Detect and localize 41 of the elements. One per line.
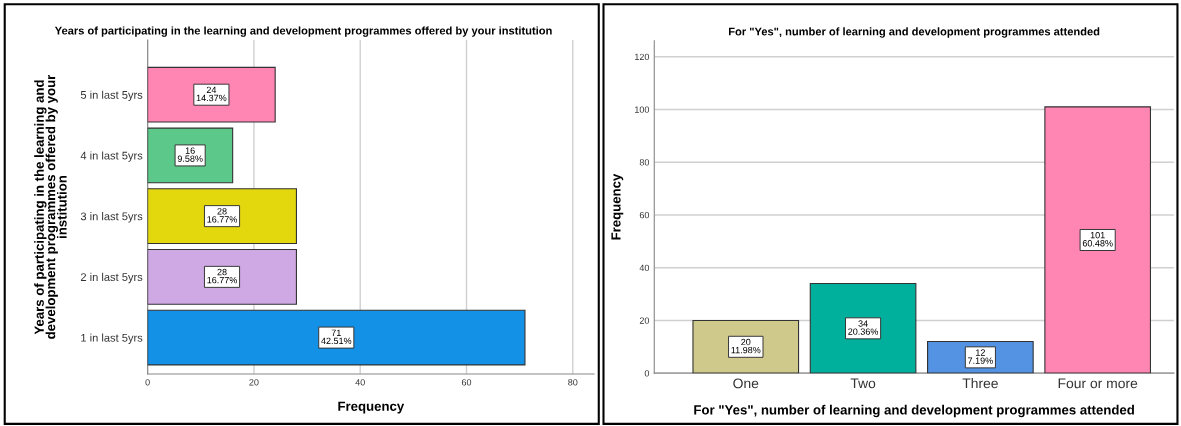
- x-tick-label: 40: [355, 379, 365, 386]
- y-axis-title: Years of participating in the learning and development programmes offered by your institution: [34, 74, 67, 339]
- bar: [147, 309, 526, 366]
- y-tick-label: 4 in last 5yrs: [80, 151, 143, 162]
- x-tick-label: 80: [568, 379, 578, 386]
- y-tick-label: 3 in last 5yrs: [80, 212, 143, 223]
- data-label: 20 11.98%: [731, 338, 761, 354]
- bar: [809, 282, 917, 374]
- y-tick-label: 20: [639, 317, 650, 324]
- y-tick-label: 100: [635, 106, 650, 113]
- bar: [1044, 106, 1152, 374]
- data-label: 71 42.51%: [321, 329, 352, 345]
- x-axis-title: Frequency: [338, 401, 405, 414]
- data-label: 24 14.37%: [196, 86, 227, 102]
- y-tick-label: 120: [635, 53, 650, 61]
- x-axis-title: For "Yes", number of learning and development programmes attended: [694, 404, 1134, 418]
- y-tick-label: 2 in last 5yrs: [80, 272, 143, 284]
- x-tick-label: One: [733, 378, 759, 389]
- data-label: 12 7.19%: [968, 349, 993, 364]
- x-tick-label: Four or more: [1058, 378, 1138, 389]
- data-label: 101 60.48%: [1082, 231, 1113, 247]
- x-tick-label: 60: [461, 379, 472, 386]
- y-tick-label: 5 in last 5yrs: [80, 90, 143, 102]
- y-tick-label: 60: [639, 211, 650, 219]
- y-tick-label: 40: [639, 264, 650, 272]
- x-tick-label: Two: [850, 378, 876, 389]
- chart-title: Years of participating in the learning and development programmes offered by your institution: [54, 26, 552, 37]
- x-tick-label: Three: [962, 378, 998, 389]
- y-tick-label: 0: [644, 370, 650, 377]
- data-label: 34 20.36%: [848, 320, 879, 335]
- data-label: 16 9.58%: [177, 147, 203, 162]
- data-label: 28 16.77%: [207, 268, 238, 284]
- y-tick-label: 1 in last 5yrs: [81, 333, 143, 344]
- chart-title: For "Yes", number of learning and development programmes attended: [728, 27, 1100, 38]
- x-tick-label: 20: [249, 379, 259, 386]
- x-tick-label: 0: [145, 379, 150, 386]
- data-label: 28 16.77%: [207, 208, 238, 223]
- y-axis-title: Frequency: [611, 173, 624, 240]
- bar: [147, 188, 297, 245]
- y-tick-label: 80: [639, 159, 650, 166]
- bar: [147, 248, 297, 305]
